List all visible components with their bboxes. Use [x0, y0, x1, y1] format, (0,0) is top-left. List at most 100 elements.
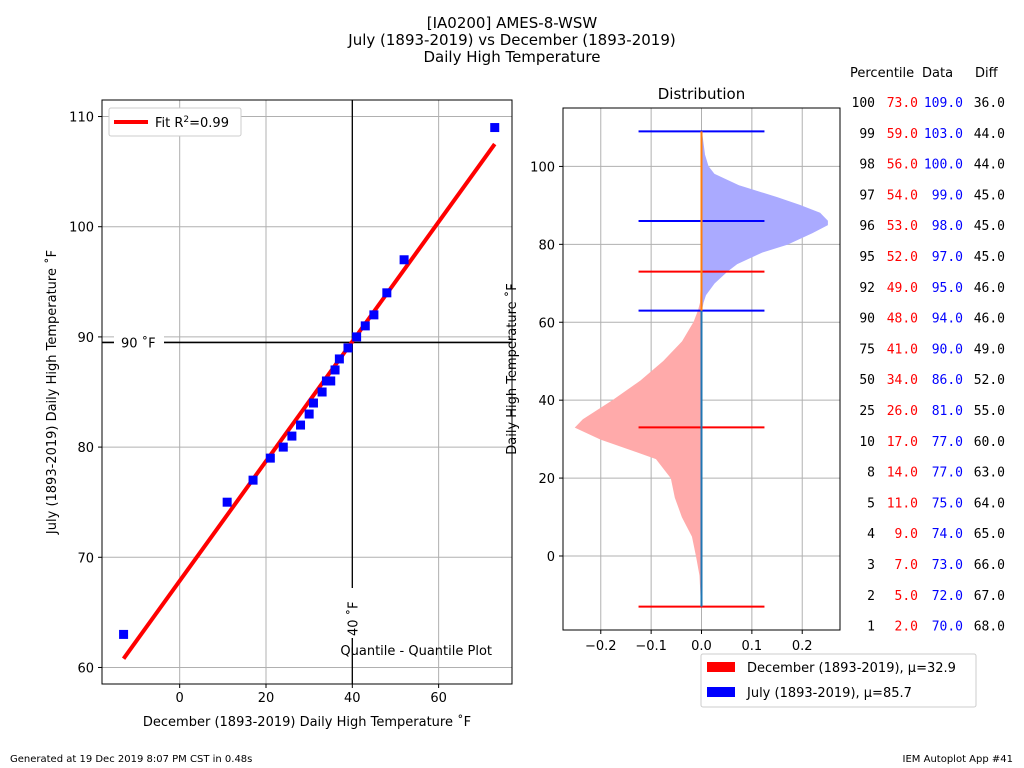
- percentile-table: Percentile Data Diff 100 73.0 109.0 36.099 5…: [850, 66, 1005, 635]
- qq-plot: 0 20 40 60 60 70 80 90 100 110 90 ˚F 40 ˚F Quanti…: [44, 99, 513, 730]
- percentile-value: 10: [859, 435, 875, 450]
- percentile-value: 50: [859, 373, 875, 388]
- qq-point: [334, 354, 344, 364]
- distribution-legend-box: [700, 653, 977, 708]
- diff-value: 66.0: [974, 558, 1005, 573]
- qq-x-tick-label: 20: [258, 691, 275, 706]
- percentile-value: 92: [859, 281, 875, 296]
- percentile-row: 75 41.0 90.0 49.0: [859, 342, 1005, 357]
- diff-value: 52.0: [974, 373, 1005, 388]
- qq-x-axis-label: December (1893-2019) Daily High Temperat…: [143, 714, 471, 730]
- distribution-plot: Distribution −0.2 −0.1 0.0 0.1 0.2 0 20 40 60 80 1…: [504, 85, 977, 708]
- december-value: 26.0: [887, 404, 918, 419]
- december-value: 41.0: [887, 342, 918, 357]
- percentile-rows: 100 73.0 109.0 36.099 59.0 103.0 44.098 56.0 100…: [852, 96, 1005, 635]
- december-value: 34.0: [887, 373, 918, 388]
- qq-legend-box: [108, 107, 242, 137]
- qq-points: [119, 123, 500, 639]
- qq-legend-label-prefix: Fit R: [155, 116, 183, 131]
- qq-tick-labels: 0 20 40 60 60 70 80 90 100 110: [69, 111, 447, 706]
- july-value: 73.0: [932, 558, 963, 573]
- percentile-value: 2: [867, 589, 875, 604]
- percentile-row: 92 49.0 95.0 46.0: [859, 281, 1005, 296]
- qq-point: [382, 288, 392, 298]
- july-value: 90.0: [932, 342, 963, 357]
- percentile-value: 97: [859, 188, 875, 203]
- december-value: 48.0: [887, 312, 918, 327]
- figure-title-variable: Daily High Temperature: [424, 48, 601, 66]
- december-value: 11.0: [887, 496, 918, 511]
- percentile-value: 1: [867, 620, 875, 635]
- diff-value: 44.0: [974, 127, 1005, 142]
- percentile-row: 5 11.0 75.0 64.0: [867, 496, 1005, 511]
- distribution-y-tick-label: 0: [547, 550, 555, 565]
- percentile-value: 95: [859, 250, 875, 265]
- qq-point: [343, 343, 353, 353]
- qq-y-tick-label: 60: [77, 661, 94, 676]
- percentile-row: 8 14.0 77.0 63.0: [867, 466, 1005, 481]
- percentile-value: 99: [859, 127, 875, 142]
- qq-point: [308, 398, 318, 408]
- percentile-row: 98 56.0 100.0 44.0: [859, 158, 1005, 173]
- december-value: 54.0: [887, 188, 918, 203]
- qq-90f-label-bg: [114, 333, 164, 352]
- percentile-value: 5: [867, 496, 875, 511]
- december-value: 56.0: [887, 158, 918, 173]
- july-value: 109.0: [924, 96, 963, 111]
- december-value: 14.0: [887, 466, 918, 481]
- qq-y-axis-label: July (1893-2019) Daily High Temperature …: [44, 250, 60, 535]
- diff-value: 45.0: [974, 250, 1005, 265]
- july-value: 86.0: [932, 373, 963, 388]
- percentile-value: 75: [859, 342, 875, 357]
- diff-value: 46.0: [974, 281, 1005, 296]
- december-value: 73.0: [887, 96, 918, 111]
- distribution-x-tick-label: −0.2: [585, 639, 617, 654]
- qq-40f-label: 40 ˚F: [345, 601, 361, 636]
- percentile-value: 3: [867, 558, 875, 573]
- qq-gridlines: [102, 100, 512, 684]
- distribution-x-tick-label: 0.2: [792, 639, 813, 654]
- qq-point: [490, 123, 500, 133]
- qq-point: [278, 442, 288, 452]
- july-value: 95.0: [932, 281, 963, 296]
- percentile-value: 4: [867, 527, 875, 542]
- distribution-y-tick-label: 40: [538, 394, 555, 409]
- distribution-y-tick-label: 80: [538, 238, 555, 253]
- qq-point: [222, 497, 232, 507]
- distribution-x-tick-label: 0.0: [691, 639, 712, 654]
- distribution-x-tick-label: −0.1: [635, 639, 667, 654]
- december-value: 9.0: [895, 527, 918, 542]
- qq-40f-label-bg: [343, 588, 362, 638]
- july-value: 103.0: [924, 127, 963, 142]
- percentile-value: 90: [859, 312, 875, 327]
- percentile-row: 1 2.0 70.0 68.0: [867, 620, 1005, 635]
- december-value: 17.0: [887, 435, 918, 450]
- diff-header: Diff: [975, 66, 999, 81]
- qq-point: [326, 376, 336, 386]
- percentile-row: 25 26.0 81.0 55.0: [859, 404, 1005, 419]
- diff-value: 65.0: [974, 527, 1005, 542]
- qq-point: [119, 629, 129, 639]
- percentile-header: Percentile: [850, 66, 914, 81]
- percentile-row: 96 53.0 98.0 45.0: [859, 219, 1005, 234]
- qq-y-tick-label: 80: [77, 441, 94, 456]
- qq-point: [287, 431, 297, 441]
- percentile-value: 98: [859, 158, 875, 173]
- percentile-row: 50 34.0 86.0 52.0: [859, 373, 1005, 388]
- qq-point: [248, 475, 258, 485]
- qq-legend-label-suffix: =0.99: [189, 116, 229, 131]
- percentile-value: 8: [867, 466, 875, 481]
- qq-90f-label: 90 ˚F: [121, 335, 156, 351]
- percentile-row: 100 73.0 109.0 36.0: [852, 96, 1005, 111]
- qq-point: [296, 420, 306, 430]
- december-density-area: [574, 271, 702, 607]
- diff-value: 63.0: [974, 466, 1005, 481]
- generated-timestamp: Generated at 19 Dec 2019 8:07 PM CST in …: [10, 754, 252, 765]
- qq-plot-annotation: Quantile - Quantile Plot: [340, 644, 492, 659]
- distribution-title: Distribution: [658, 85, 746, 103]
- qq-x-tick-label: 0: [176, 691, 184, 706]
- distribution-y-tick-label: 20: [538, 472, 555, 487]
- december-value: 52.0: [887, 250, 918, 265]
- data-header: Data: [922, 66, 953, 81]
